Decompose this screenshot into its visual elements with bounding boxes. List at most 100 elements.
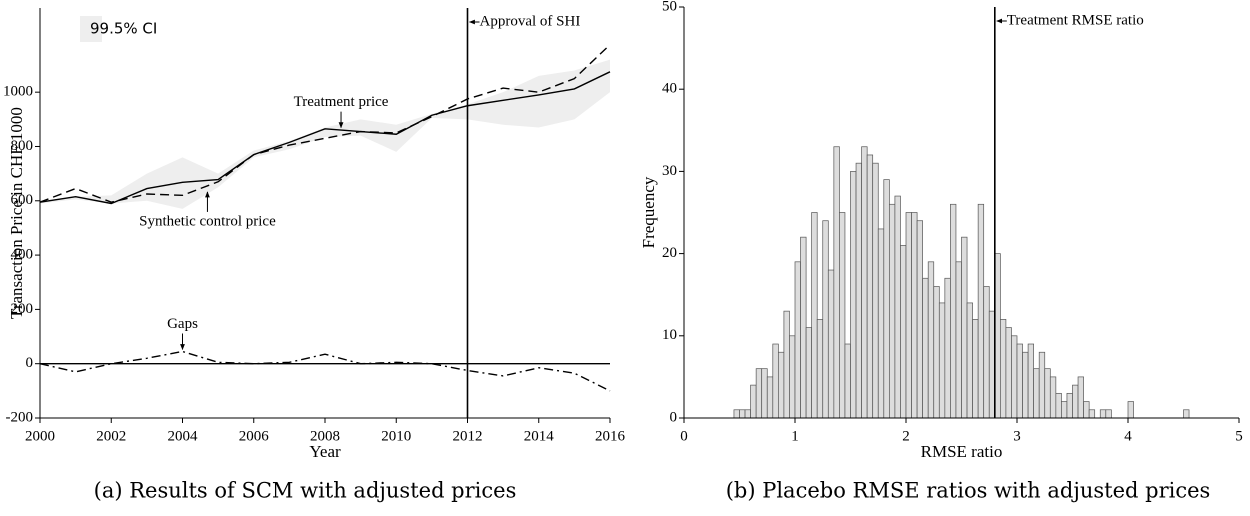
hist-bar xyxy=(938,302,946,419)
ci-band xyxy=(40,59,610,209)
x-axis-title: RMSE ratio xyxy=(921,442,1003,461)
series-line xyxy=(39,71,611,205)
hist-bar xyxy=(1027,343,1034,419)
x-tick-label: 2008 xyxy=(310,428,340,444)
x-tick-label: 4 xyxy=(1124,428,1132,444)
hist-bar xyxy=(872,162,879,419)
hist-bar xyxy=(1077,376,1084,419)
hist-bar xyxy=(877,228,885,419)
y-tick-label: -200 xyxy=(6,409,34,425)
hist-bar xyxy=(1083,401,1090,419)
x-tick-label: 2000 xyxy=(25,428,55,444)
hist-bar xyxy=(988,310,996,419)
hist-bar xyxy=(966,302,973,419)
hist-bar xyxy=(916,220,923,419)
hist-bar xyxy=(922,277,929,419)
hist-bar xyxy=(855,162,862,419)
x-tick-label: 2012 xyxy=(453,428,483,444)
hist-bar xyxy=(944,277,951,419)
y-tick-label: 30 xyxy=(662,163,677,179)
y-tick-label: 50 xyxy=(662,0,677,14)
hist-bar xyxy=(739,409,746,419)
reference-label: Approval of SHI xyxy=(480,13,581,29)
y-tick-label: 0 xyxy=(26,355,34,371)
x-tick-label: 2010 xyxy=(381,428,411,444)
hist-bar xyxy=(977,203,985,419)
hist-bar xyxy=(933,286,940,419)
caption: (b) Placebo RMSE ratios with adjusted pr… xyxy=(726,479,1211,503)
hist-bar xyxy=(972,319,979,419)
hist-bar xyxy=(861,146,868,419)
hist-bar xyxy=(766,376,774,419)
hist-bar xyxy=(955,261,962,419)
hist-bar xyxy=(905,212,912,419)
hist-bar xyxy=(833,146,840,419)
hist-bar xyxy=(1088,409,1096,419)
x-tick-label: 5 xyxy=(1235,428,1243,444)
x-tick-label: 2004 xyxy=(168,428,199,444)
hist-bar xyxy=(1049,376,1057,419)
hist-bar xyxy=(1033,368,1040,419)
hist-bar xyxy=(950,203,957,419)
x-tick-label: 2016 xyxy=(595,428,626,444)
hist-bar xyxy=(750,384,757,419)
y-tick-label: 0 xyxy=(670,409,678,425)
reference-label: Treatment RMSE ratio xyxy=(1007,12,1144,28)
x-tick-label: 3 xyxy=(1013,428,1021,444)
y-tick-label: 200 xyxy=(11,301,34,317)
hist-bar xyxy=(927,261,935,419)
series-label: Gaps xyxy=(167,316,198,332)
hist-bar xyxy=(850,171,857,419)
hist-bar xyxy=(822,220,829,419)
hist-bar xyxy=(1127,401,1134,419)
legend-swatch xyxy=(80,16,102,42)
hist-bar xyxy=(761,368,768,419)
hist-bar xyxy=(883,179,890,419)
legend-label: 99.5% CI xyxy=(90,20,157,38)
hist-bar xyxy=(777,351,785,419)
hist-bar xyxy=(744,409,751,419)
hist-bar xyxy=(994,253,1001,419)
hist-bar xyxy=(999,319,1007,419)
series-label: Treatment price xyxy=(294,94,389,110)
hist-bar xyxy=(783,310,790,419)
hist-bar xyxy=(839,212,846,419)
hist-bar xyxy=(772,343,779,419)
y-tick-label: 800 xyxy=(11,138,34,154)
hist-bar xyxy=(816,319,824,419)
hist-bar xyxy=(911,212,918,419)
series-line xyxy=(39,350,611,392)
hist-bar xyxy=(827,269,835,419)
hist-bar xyxy=(1011,335,1018,419)
y-tick-label: 1000 xyxy=(3,84,33,100)
hist-bar xyxy=(1038,351,1046,419)
hist-bar xyxy=(1066,392,1073,419)
hist-bar xyxy=(811,212,818,419)
caption: (a) Results of SCM with adjusted prices xyxy=(94,479,517,503)
y-tick-label: 10 xyxy=(662,327,677,343)
hist-bar xyxy=(1022,351,1029,419)
hist-bar xyxy=(1061,401,1068,419)
y-tick-label: 400 xyxy=(11,247,34,263)
hist-bar xyxy=(894,195,901,419)
hist-bar xyxy=(961,236,968,419)
hist-bar xyxy=(805,327,812,419)
hist-bar xyxy=(1183,409,1190,419)
x-tick-label: 2014 xyxy=(524,428,555,444)
hist-bar xyxy=(888,203,896,419)
series-label: Synthetic control price xyxy=(139,213,276,229)
series-line xyxy=(39,44,611,203)
hist-bar xyxy=(794,261,801,419)
hist-bar xyxy=(800,236,807,419)
x-tick-label: 0 xyxy=(680,428,688,444)
y-tick-label: 40 xyxy=(662,81,677,97)
hist-bar xyxy=(866,154,874,419)
hist-bar xyxy=(789,335,796,419)
hist-bar xyxy=(755,368,763,419)
hist-bar xyxy=(1016,343,1023,419)
x-tick-label: 2 xyxy=(902,428,910,444)
hist-bar xyxy=(1055,392,1062,419)
y-tick-label: 600 xyxy=(11,192,34,208)
